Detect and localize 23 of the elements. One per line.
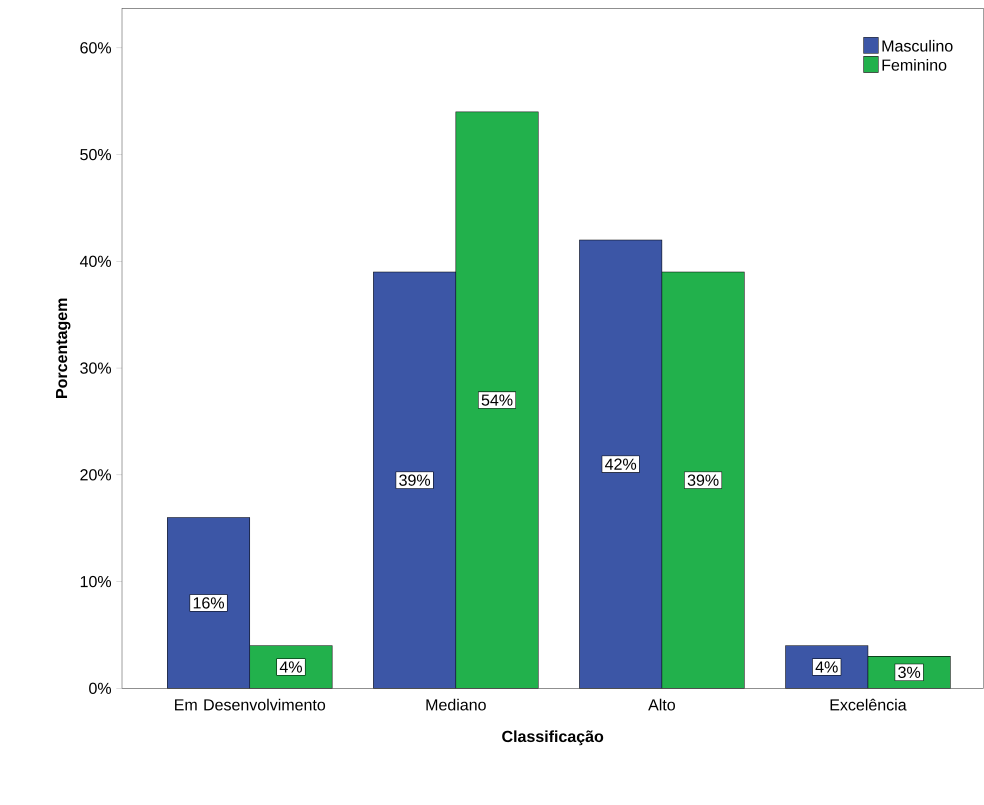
y-tick-label: 60% bbox=[80, 42, 112, 54]
data-label: 4% bbox=[816, 661, 838, 672]
x-tick-label: Excelência bbox=[830, 698, 907, 710]
y-tick-label: 20% bbox=[80, 469, 112, 480]
data-label: 39% bbox=[688, 474, 719, 486]
data-label: 39% bbox=[399, 474, 430, 486]
data-label: 16% bbox=[194, 597, 224, 608]
y-tick-label: 0% bbox=[89, 682, 112, 694]
x-tick-label: Alto bbox=[648, 698, 675, 710]
x-tick-label: Em Desenvolvimento bbox=[175, 698, 326, 710]
y-tick-label: 10% bbox=[80, 576, 112, 588]
data-label: 42% bbox=[605, 458, 636, 470]
data-label: 3% bbox=[898, 666, 920, 678]
x-axis-title: Classificação bbox=[502, 730, 604, 746]
legend-label: Masculino bbox=[882, 40, 953, 52]
data-label: 54% bbox=[482, 394, 512, 406]
data-label: 4% bbox=[280, 661, 302, 672]
y-axis-title: Porcentagem bbox=[56, 298, 70, 398]
legend-label: Feminino bbox=[882, 58, 946, 71]
y-tick-label: 50% bbox=[80, 148, 112, 160]
y-tick-label: 30% bbox=[80, 362, 112, 374]
x-tick-label: Mediano bbox=[426, 698, 486, 710]
y-tick-label: 40% bbox=[80, 256, 112, 267]
